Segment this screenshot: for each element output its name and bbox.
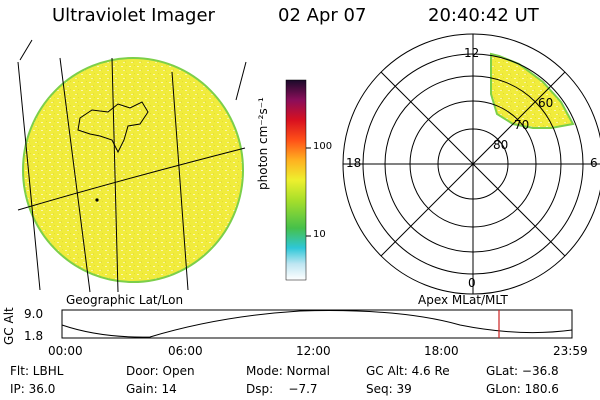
coastline [77,101,149,154]
colorbar-label: photon cm⁻²s⁻¹ [256,97,270,190]
mlat-label-70: 70 [514,118,530,132]
altitude-ytick-max: 9.0 [24,307,44,321]
info-ip: IP: 36.0 [10,382,56,396]
geographic-caption: Geographic Lat/Lon [66,293,184,307]
altitude-plot [61,309,573,339]
mlat-label-80: 80 [493,138,509,152]
info-gcalt: GC Alt: 4.6 Re [366,364,450,378]
mlt-label-0: 0 [468,276,476,290]
image-date: 02 Apr 07 [278,5,367,26]
altitude-xtick: 18:00 [424,344,459,358]
site-marker [95,198,99,202]
mlat-label-60: 60 [538,96,554,110]
colorbar-tick-100: 100 [313,141,333,152]
mlt-label-18: 18 [346,156,362,170]
altitude-xtick: 00:00 [48,344,83,358]
mlt-label-6: 6 [590,156,598,170]
info-glon: GLon: 180.6 [486,382,559,396]
info-flt: Flt: LBHL [10,364,64,378]
altitude-ylabel: GC Alt [2,307,16,345]
altitude-xtick: 23:59 [553,344,588,358]
mlt-label-12: 12 [464,46,480,60]
altitude-xtick: 12:00 [296,344,331,358]
polar-plot [342,33,600,295]
info-glat: GLat: −36.8 [486,364,559,378]
altitude-ytick-min: 1.8 [24,329,44,343]
instrument-title: Ultraviolet Imager [52,5,215,26]
geo-grid [17,39,247,293]
image-time: 20:40:42 UT [428,5,539,26]
info-seq: Seq: 39 [366,382,412,396]
colorbar [285,79,311,281]
earth-disk [22,57,244,283]
info-mode: Mode: Normal [246,364,330,378]
info-dsp: Dsp: −7.7 [246,382,318,396]
altitude-xtick: 06:00 [168,344,203,358]
colorbar-tick-10: 10 [313,229,326,240]
geographic-image [17,39,247,293]
apex-caption: Apex MLat/MLT [418,293,508,307]
auroral-region [490,52,575,129]
info-door: Door: Open [126,364,195,378]
info-gain: Gain: 14 [126,382,177,396]
